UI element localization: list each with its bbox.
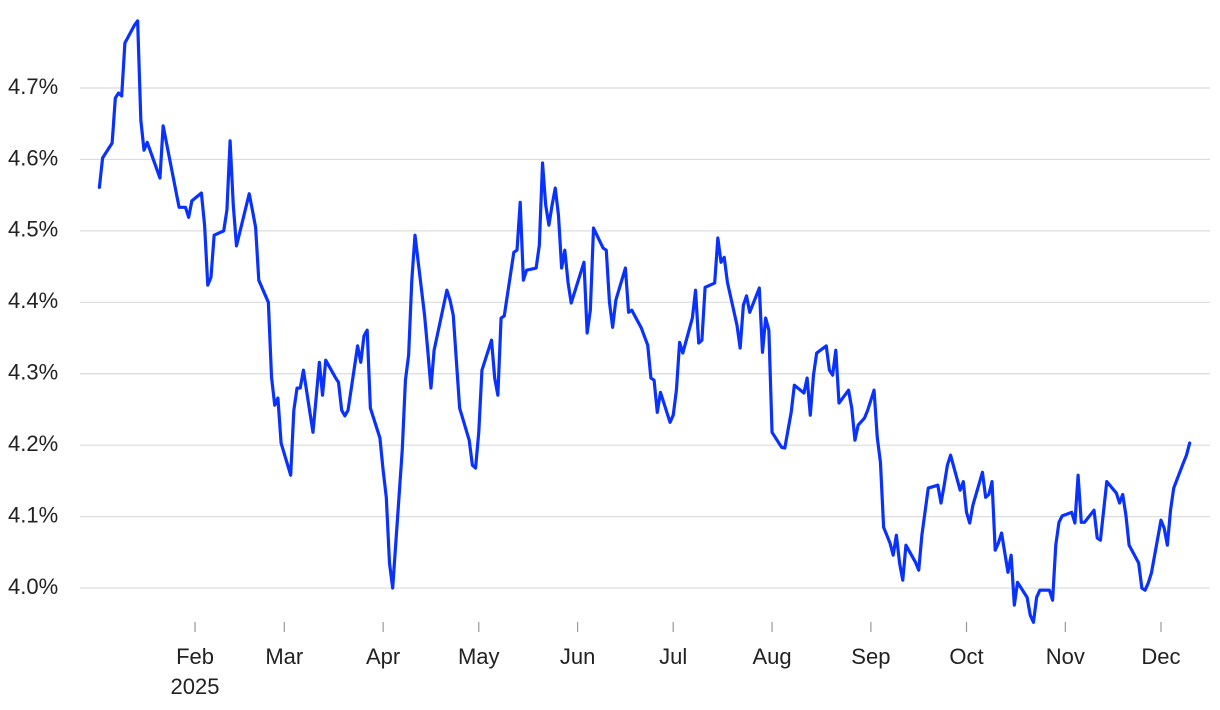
- x-tick-label: Jun: [560, 644, 595, 669]
- x-tick-label: Apr: [366, 644, 400, 669]
- x-tick-label: May: [458, 644, 500, 669]
- x-tick-label: Nov: [1046, 644, 1085, 669]
- x-tick-label: Feb: [176, 644, 214, 669]
- y-tick-label: 4.6%: [8, 145, 58, 170]
- y-tick-label: 4.7%: [8, 74, 58, 99]
- x-tick-label: Oct: [949, 644, 983, 669]
- y-tick-label: 4.0%: [8, 574, 58, 599]
- y-tick-label: 4.3%: [8, 360, 58, 385]
- y-tick-label: 4.4%: [8, 288, 58, 313]
- x-year-label: 2025: [171, 674, 220, 699]
- x-tick-label: Mar: [265, 644, 303, 669]
- x-tick-label: Dec: [1141, 644, 1180, 669]
- y-tick-label: 4.5%: [8, 217, 58, 242]
- line: [97, 19, 1192, 624]
- y-tick-label: 4.2%: [8, 431, 58, 456]
- x-tick-label: Aug: [752, 644, 791, 669]
- x-tick-label: Jul: [659, 644, 687, 669]
- x-tick-label: Sep: [851, 644, 890, 669]
- y-tick-label: 4.1%: [8, 502, 58, 527]
